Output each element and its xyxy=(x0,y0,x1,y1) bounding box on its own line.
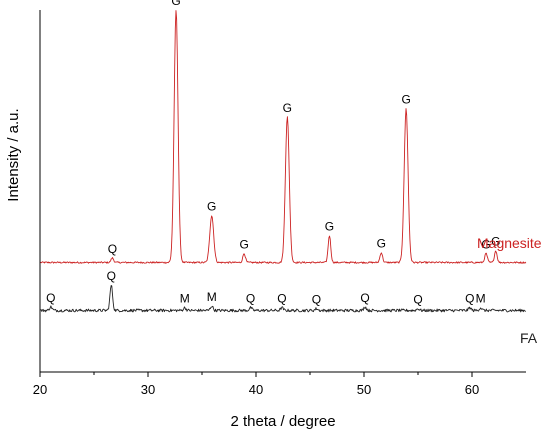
peak-label: G xyxy=(491,235,500,249)
x-tick-label: 20 xyxy=(33,382,47,397)
peak-label: Q xyxy=(108,242,117,256)
peak-label: Q xyxy=(46,291,55,305)
x-ticks: 20 30 40 50 60 xyxy=(33,372,479,397)
x-axis-title: 2 theta / degree xyxy=(230,413,335,430)
peak-label: G xyxy=(171,0,180,8)
peak-label: Q xyxy=(107,269,116,283)
peak-label: G xyxy=(207,199,216,213)
y-axis-title: Intensity / a.u. xyxy=(5,108,22,201)
peak-label: Q xyxy=(312,293,321,307)
peak-label: G xyxy=(325,219,334,233)
peak-label: G xyxy=(481,237,490,251)
peak-label: Q xyxy=(465,292,474,306)
peak-label: G xyxy=(239,237,248,251)
series-label-fa: FA xyxy=(520,330,538,346)
peak-label: Q xyxy=(277,292,286,306)
x-tick-label: 40 xyxy=(249,382,263,397)
peak-label: Q xyxy=(413,293,422,307)
peak-label: G xyxy=(401,93,410,107)
x-tick-label: 60 xyxy=(465,382,479,397)
series-label-magnesite: Magnesite xyxy=(477,235,542,251)
peak-label: Q xyxy=(246,292,255,306)
peak-label: Q xyxy=(360,291,369,305)
peak-label: M xyxy=(180,292,190,306)
x-tick-label: 30 xyxy=(141,382,155,397)
series-line-fa xyxy=(40,284,526,313)
peak-label: M xyxy=(476,292,486,306)
x-tick-label: 50 xyxy=(357,382,371,397)
peak-label: G xyxy=(283,101,292,115)
peak-label: M xyxy=(207,290,217,304)
axes xyxy=(39,10,526,373)
traces xyxy=(40,10,527,313)
peak-label: G xyxy=(377,237,386,251)
series-line-magnesite xyxy=(40,10,527,264)
